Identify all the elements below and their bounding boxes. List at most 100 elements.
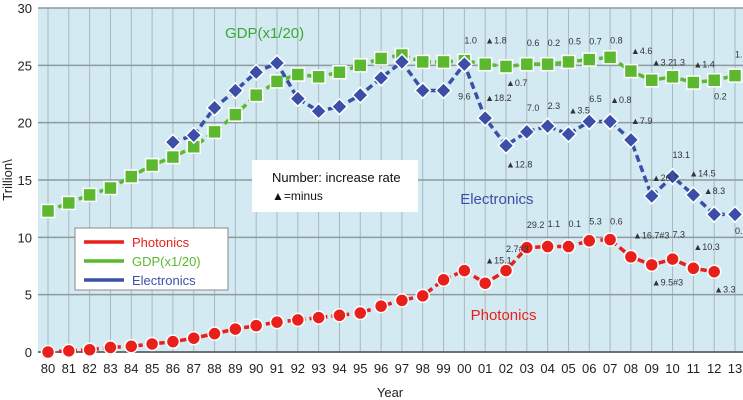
data-point xyxy=(184,126,203,145)
x-tick-label: 12 xyxy=(707,361,721,376)
data-point xyxy=(207,326,222,341)
x-tick-label: 04 xyxy=(540,361,554,376)
data-point xyxy=(706,72,722,88)
annotation-label: 6.5 xyxy=(589,94,602,104)
x-tick-label: 01 xyxy=(478,361,492,376)
x-tick-label: 99 xyxy=(436,361,450,376)
data-point xyxy=(247,63,266,82)
data-point xyxy=(394,293,410,308)
series-line xyxy=(172,59,735,217)
data-point xyxy=(663,167,682,186)
note-box xyxy=(252,160,418,212)
data-point xyxy=(727,68,743,83)
annotation-label: ▲15.1 xyxy=(485,256,511,266)
annotation-label: 0.2 xyxy=(548,38,561,48)
annotation-label: 7.0 xyxy=(527,103,540,113)
series-gdp-x- xyxy=(40,47,743,219)
data-point xyxy=(205,98,224,117)
data-point xyxy=(61,195,77,211)
data-point xyxy=(40,344,56,360)
series-label: Electronics xyxy=(460,191,533,208)
data-point xyxy=(309,102,328,121)
data-point xyxy=(124,169,139,184)
data-point xyxy=(561,54,576,70)
annotation-label: ▲0.7 xyxy=(506,78,527,88)
series-line xyxy=(47,53,736,213)
x-tick-label: 86 xyxy=(166,361,180,376)
annotation-label: ▲12.8 xyxy=(506,159,532,169)
annotation-label: ▲1.4 xyxy=(693,60,714,70)
note-line-1: Number: increase rate xyxy=(272,170,401,185)
data-point xyxy=(40,203,56,219)
data-point xyxy=(288,89,307,108)
x-tick-label: 09 xyxy=(644,361,658,376)
data-point xyxy=(540,56,555,72)
data-point xyxy=(268,54,286,72)
data-point xyxy=(686,75,701,90)
y-tick-label: 20 xyxy=(18,116,32,131)
x-tick-label: 92 xyxy=(291,361,305,376)
annotation-label: ▲3.5 xyxy=(568,105,589,115)
data-point xyxy=(642,187,661,205)
data-point xyxy=(455,55,474,74)
x-tick-label: 85 xyxy=(145,361,159,376)
data-point xyxy=(165,149,181,165)
data-point xyxy=(186,330,201,346)
annotation-label: 0.2 xyxy=(714,92,727,102)
annotation-label: ▲3.2 xyxy=(652,57,673,67)
series-label: Photonics xyxy=(471,307,537,324)
series-label: GDP(x1/20) xyxy=(225,25,304,42)
data-point xyxy=(517,123,536,141)
data-point xyxy=(144,336,160,352)
x-tick-label: 84 xyxy=(124,361,138,376)
data-point xyxy=(226,81,245,100)
series-electronics xyxy=(164,53,743,224)
x-tick-label: 96 xyxy=(374,361,388,376)
annotation-label: ▲26.7 xyxy=(652,173,678,183)
x-tick-label: 10 xyxy=(665,361,679,376)
annotation-label: ▲4.6 xyxy=(631,46,652,56)
data-point xyxy=(561,239,576,254)
data-point xyxy=(103,340,118,355)
x-tick-label: 03 xyxy=(520,361,534,376)
data-point xyxy=(684,186,703,204)
annotation-label: ▲0.8 xyxy=(610,95,631,105)
y-tick-label: 25 xyxy=(18,58,32,73)
data-point xyxy=(644,257,659,273)
data-point xyxy=(601,112,619,131)
data-point xyxy=(269,74,285,89)
data-point xyxy=(497,136,515,155)
data-point xyxy=(269,314,285,330)
data-point xyxy=(82,187,97,203)
data-point xyxy=(103,180,118,196)
data-point xyxy=(582,52,597,67)
x-tick-label: 94 xyxy=(332,361,346,376)
annotation-label: 7.3 xyxy=(673,229,686,239)
data-point xyxy=(353,305,368,321)
data-point xyxy=(582,233,597,249)
data-point xyxy=(519,56,535,72)
x-tick-label: 13 xyxy=(728,361,742,376)
annotation-label: 0.7 xyxy=(589,37,602,47)
x-tick-label: 07 xyxy=(603,361,617,376)
data-point xyxy=(705,205,724,224)
annotation-label: 0.5 xyxy=(568,37,581,47)
data-point xyxy=(82,342,97,357)
data-point xyxy=(434,81,453,100)
y-tick-label: 30 xyxy=(18,1,32,16)
annotation-label: 1.3 xyxy=(673,57,686,67)
data-point xyxy=(144,157,160,173)
y-axis-label: Trillion\ xyxy=(0,159,15,201)
legend-label: Photonics xyxy=(132,235,190,250)
legend: Photonics GDP(x1/20) Electronics xyxy=(74,227,229,291)
x-tick-label: 95 xyxy=(353,361,367,376)
annotation-label: 0.6 xyxy=(527,38,540,48)
x-tick-label: 06 xyxy=(582,361,596,376)
data-point xyxy=(393,53,411,71)
x-tick-label: 98 xyxy=(415,361,429,376)
x-tick-label: 83 xyxy=(103,361,117,376)
annotation-label: 0.1 xyxy=(568,219,581,229)
x-tick-label: 80 xyxy=(41,361,55,376)
data-point xyxy=(311,310,326,325)
